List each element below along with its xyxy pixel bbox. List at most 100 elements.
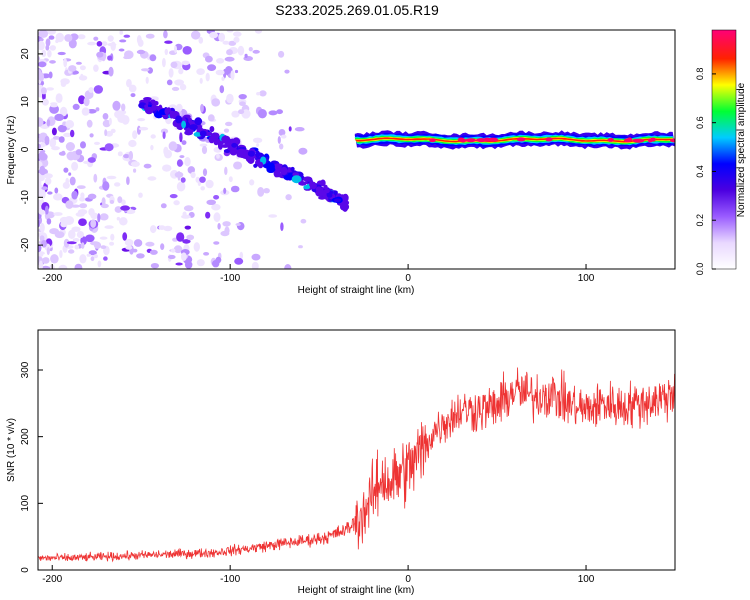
noise-blob: [57, 51, 66, 56]
trace-blob: [290, 166, 295, 172]
noise-blob: [93, 241, 102, 249]
noise-blob: [166, 79, 173, 86]
noise-blob: [68, 38, 77, 49]
noise-blob: [205, 211, 211, 219]
noise-blob: [88, 87, 94, 93]
noise-blob: [50, 254, 59, 264]
colorbar-tick-label: 0.6: [695, 116, 705, 129]
noise-blob: [179, 83, 187, 91]
noise-blob: [256, 92, 261, 96]
noise-blob: [121, 199, 126, 205]
trace-blob: [320, 179, 326, 187]
noise-blob: [248, 47, 253, 52]
noise-blob: [268, 110, 278, 116]
noise-blob: [223, 128, 230, 133]
noise-blob: [202, 168, 208, 177]
noise-blob: [200, 103, 204, 113]
noise-blob: [179, 132, 183, 143]
spectrogram-x-label: Height of straight line (km): [298, 285, 415, 296]
noise-blob: [132, 130, 138, 140]
noise-blob: [223, 187, 227, 194]
noise-blob: [96, 51, 104, 58]
noise-blob: [211, 203, 221, 211]
noise-blob: [90, 219, 97, 228]
noise-blob: [93, 173, 98, 183]
spectrogram-y-ticks: -20 -10 0 10 20: [20, 48, 43, 252]
snr-series-line: [38, 367, 675, 563]
noise-blob: [88, 250, 97, 256]
noise-blob: [72, 103, 80, 110]
noise-blob: [276, 109, 283, 115]
noise-blob: [225, 121, 233, 127]
noise-blob: [164, 40, 173, 44]
noise-blob: [211, 98, 221, 107]
noise-blob: [136, 35, 142, 45]
noise-blob: [102, 119, 111, 128]
noise-blob: [90, 256, 95, 262]
noise-blob: [136, 125, 141, 135]
noise-blob: [216, 153, 220, 159]
noise-blob: [38, 40, 45, 51]
snr-marks: [38, 367, 675, 563]
noise-blob: [133, 239, 143, 247]
noise-blob: [176, 232, 185, 242]
noise-blob: [120, 205, 130, 211]
carrier-hotspot: [669, 138, 675, 143]
noise-blob: [209, 31, 219, 39]
noise-blob: [46, 218, 52, 225]
noise-blob: [46, 87, 54, 91]
noise-blob: [198, 36, 204, 44]
noise-blob: [66, 241, 77, 245]
noise-blob: [130, 93, 136, 98]
carrier-hotspot: [545, 137, 553, 142]
noise-blob: [93, 85, 103, 94]
noise-blob: [168, 141, 178, 151]
noise-blob: [101, 41, 108, 47]
noise-blob: [199, 143, 208, 147]
noise-blob: [93, 36, 99, 41]
noise-blob: [60, 78, 70, 85]
noise-blob: [38, 219, 41, 228]
colorbar-tick-label: 0.8: [695, 68, 705, 81]
trace-blob: [154, 101, 159, 106]
trace-blob: [326, 192, 333, 198]
noise-blob: [79, 65, 86, 71]
trace-blob: [193, 132, 202, 137]
noise-blob: [107, 55, 113, 61]
noise-blob: [86, 253, 92, 257]
noise-blob: [47, 49, 52, 58]
colorbar-tick-label: 0.4: [695, 165, 705, 178]
noise-blob: [300, 218, 307, 224]
noise-blob: [40, 142, 46, 148]
noise-blob: [280, 222, 284, 232]
noise-blob: [81, 107, 90, 116]
noise-blob: [55, 39, 59, 44]
noise-blob: [38, 203, 41, 209]
noise-blob: [43, 173, 53, 179]
noise-blob: [38, 30, 49, 38]
noise-blob: [39, 72, 45, 82]
noise-blob: [201, 145, 208, 155]
noise-blob: [186, 234, 195, 241]
noise-blob: [234, 257, 244, 265]
y-tick-label: 300: [20, 361, 31, 378]
noise-blob: [38, 246, 42, 253]
noise-blob: [39, 38, 44, 42]
noise-blob: [168, 68, 174, 78]
trace-blob: [283, 175, 292, 181]
trace-blob: [229, 138, 236, 145]
noise-blob: [160, 203, 167, 209]
noise-blob: [87, 193, 97, 200]
noise-blob: [49, 141, 55, 148]
trace-blob: [339, 203, 350, 211]
noise-blob: [122, 232, 128, 241]
noise-blob: [168, 254, 176, 260]
noise-blob: [40, 87, 47, 95]
trace-blob: [310, 182, 317, 190]
noise-blob: [69, 176, 76, 186]
noise-blob: [294, 127, 305, 132]
snr-panel: -200 -100 0 100 0 100 200 300 Height of straig…: [6, 329, 676, 596]
noise-blob: [141, 68, 150, 72]
snr-x-ticks: -200 -100 0 100: [42, 565, 595, 585]
